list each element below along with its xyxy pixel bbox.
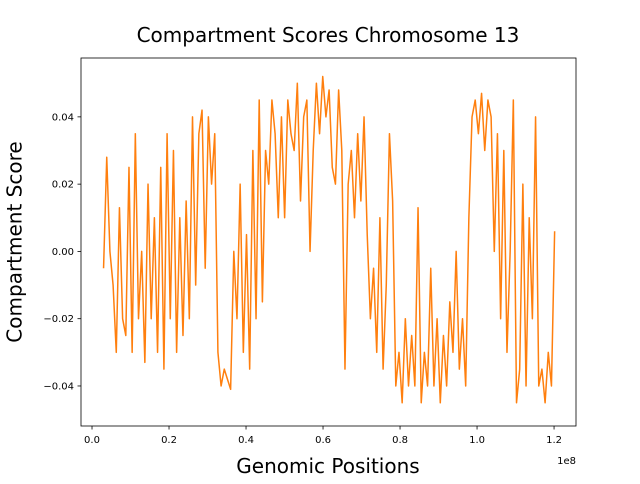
x-tick-label: 1.2 <box>546 435 562 446</box>
x-axis-label: Genomic Positions <box>236 454 419 478</box>
y-tick-label: −0.02 <box>43 314 74 325</box>
x-offset-label: 1e8 <box>557 456 576 467</box>
x-tick-label: 0.8 <box>392 435 408 446</box>
y-tick-label: 0.02 <box>52 180 74 191</box>
x-tick-label: 0.6 <box>315 435 331 446</box>
x-tick-label: 0.2 <box>161 435 177 446</box>
x-tick-label: 1.0 <box>469 435 485 446</box>
axes-frame <box>80 57 577 427</box>
x-tick-label: 0.0 <box>84 435 100 446</box>
y-axis-label: Compartment Score <box>3 141 27 342</box>
y-tick-label: 0.00 <box>52 247 74 258</box>
x-tick-label: 0.4 <box>238 435 254 446</box>
y-tick-label: −0.04 <box>43 381 74 392</box>
y-tick-label: 0.04 <box>52 112 74 123</box>
chart-title: Compartment Scores Chromosome 13 <box>137 23 520 47</box>
data-line <box>102 75 556 404</box>
